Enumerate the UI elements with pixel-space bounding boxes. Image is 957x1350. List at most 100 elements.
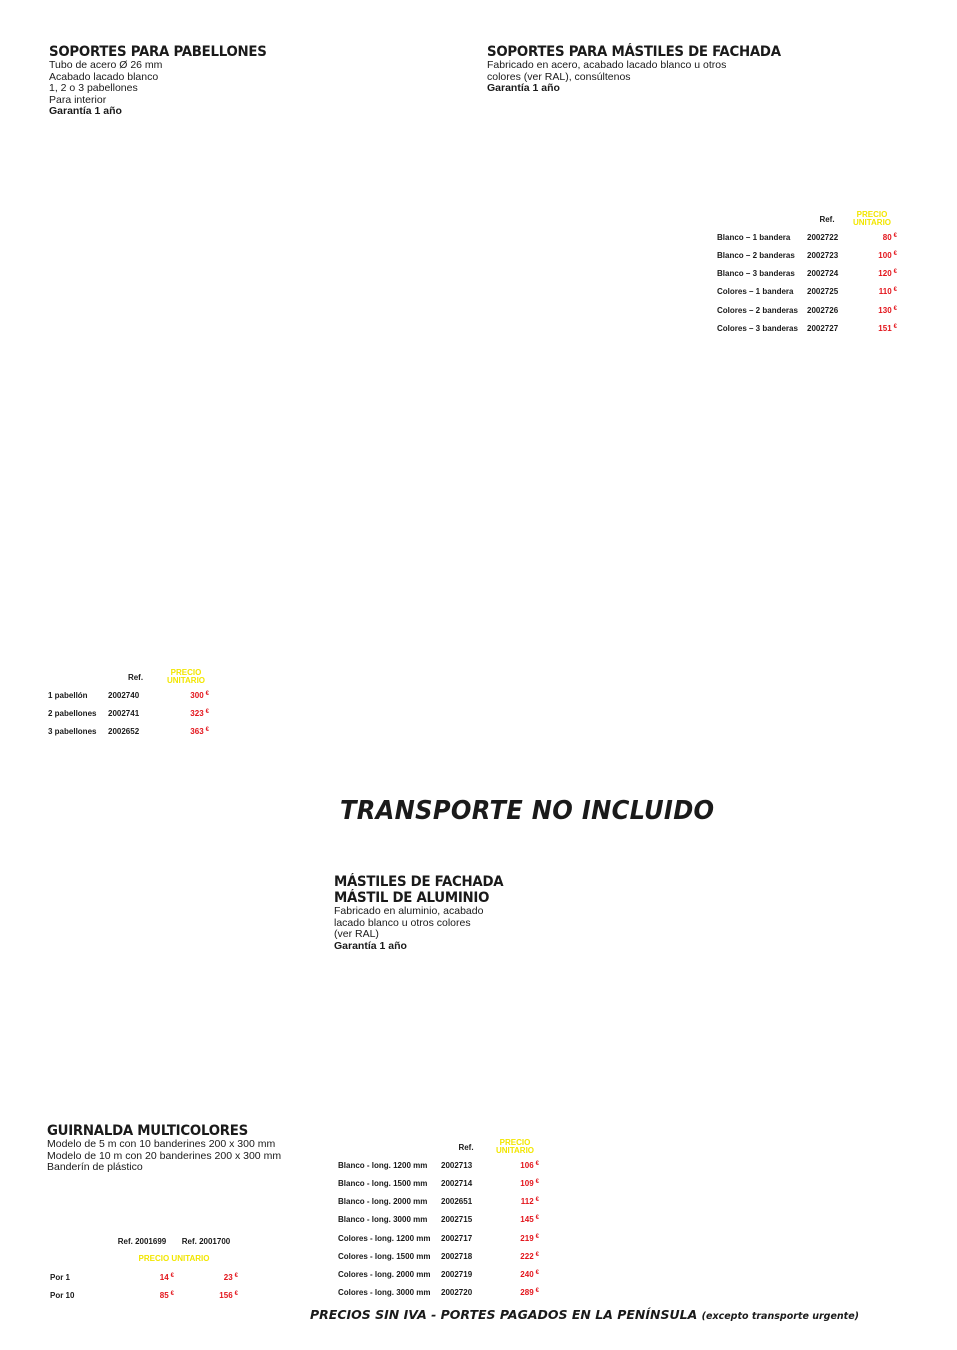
- row-price-2: 156 €: [219, 1291, 238, 1301]
- guirnalda-line: Modelo de 5 m con 10 banderines 200 x 30…: [47, 1138, 276, 1150]
- mastiles-soportes-title: SOPORTES PARA MÁSTILES DE FACHADA: [487, 44, 781, 60]
- row-label: Por 1: [50, 1272, 71, 1282]
- table-row: Blanco - long. 3000 mm 2002715 145 €: [338, 1211, 539, 1229]
- guirnalda-line: Modelo de 10 m con 20 banderines 200 x 3…: [47, 1149, 282, 1162]
- mastil-aluminio-description: Fabricado en aluminio, acabado lacado bl…: [334, 905, 518, 952]
- row-price: 363 €: [190, 727, 209, 737]
- row-ref: 2002720: [441, 1288, 473, 1298]
- mastiles-soportes-line: Fabricado en acero, acabado lacado blanc…: [487, 59, 727, 71]
- row-price: 110 €: [878, 287, 897, 297]
- mastil-aluminio-line: (ver RAL): [334, 928, 379, 940]
- row-price: 300 €: [190, 690, 209, 700]
- row-price: 109 €: [520, 1178, 539, 1188]
- pabellones-line: 1, 2 o 3 pabellones: [49, 82, 138, 94]
- table-row: Blanco – 1 bandera 2002722 80 €: [717, 228, 897, 246]
- row-label: Colores – 2 banderas: [717, 305, 798, 315]
- pabellones-section: SOPORTES PARA PABELLONES Tubo de acero Ø…: [49, 44, 286, 118]
- table-row: Colores - long. 2000 mm 2002719 240 €: [338, 1265, 539, 1283]
- table-header-row: Ref. PRECIO UNITARIO: [338, 1138, 539, 1156]
- row-label: Colores - long. 2000 mm: [338, 1269, 431, 1279]
- price-header: PRECIO UNITARIO: [166, 668, 206, 686]
- row-price: 106 €: [520, 1160, 539, 1170]
- guirnalda-description: Modelo de 5 m con 10 banderines 200 x 30…: [47, 1138, 282, 1174]
- mastil-aluminio-section: MÁSTILES DE FACHADA MÁSTIL DE ALUMINIO F…: [334, 874, 518, 952]
- mastiles-soportes-price-table: Ref. PRECIO UNITARIO Blanco – 1 bandera 2…: [717, 210, 897, 337]
- table-row: Por 10 85 € 156 €: [50, 1287, 238, 1305]
- mastil-aluminio-title-1: MÁSTILES DE FACHADA: [334, 874, 504, 890]
- row-price: 80 €: [882, 232, 897, 242]
- row-price-1: 14 €: [159, 1272, 174, 1282]
- pabellones-description: Tubo de acero Ø 26 mm Acabado lacado bla…: [49, 59, 286, 118]
- table-row: Colores – 2 banderas 2002726 130 €: [717, 301, 897, 319]
- row-price: 120 €: [878, 269, 897, 279]
- row-ref: 2002722: [807, 232, 839, 242]
- row-label: Colores – 1 bandera: [717, 287, 794, 297]
- row-price: 323 €: [190, 708, 209, 718]
- table-row: Por 1 14 € 23 €: [50, 1268, 238, 1286]
- table-row: Blanco - long. 2000 mm 2002651 112 €: [338, 1193, 539, 1211]
- row-label: 1 pabellón: [48, 690, 88, 700]
- row-ref: 2002713: [441, 1160, 473, 1170]
- row-price: 145 €: [520, 1215, 539, 1225]
- footer-main: PRECIOS SIN IVA - PORTES PAGADOS EN LA P…: [310, 1307, 698, 1322]
- table-row: Blanco - long. 1500 mm 2002714 109 €: [338, 1174, 539, 1192]
- table-row: Colores – 3 banderas 2002727 151 €: [717, 319, 897, 337]
- row-price: 240 €: [520, 1269, 539, 1279]
- row-ref: 2002724: [807, 269, 839, 279]
- row-ref: 2002727: [807, 323, 839, 333]
- row-price: 100 €: [878, 250, 897, 260]
- table-header-row: Ref. 2001699 Ref. 2001700: [50, 1232, 238, 1250]
- table-row: 3 pabellones 2002652 363 €: [48, 723, 209, 741]
- row-label: Colores – 3 banderas: [717, 323, 798, 333]
- mastil-aluminio-warranty: Garantía 1 año: [334, 939, 407, 952]
- row-price-2: 23 €: [223, 1272, 238, 1282]
- row-label: Blanco - long. 1500 mm: [338, 1178, 428, 1188]
- transporte-banner: TRANSPORTE NO INCLUIDO: [340, 796, 715, 826]
- row-ref: 2002714: [441, 1178, 473, 1188]
- row-price: 289 €: [520, 1288, 539, 1298]
- pabellones-line: Tubo de acero Ø 26 mm: [49, 59, 163, 71]
- row-price: 112 €: [520, 1197, 539, 1207]
- row-ref: 2002725: [807, 287, 839, 297]
- row-ref: 2002726: [807, 305, 839, 315]
- row-label: Blanco – 3 banderas: [717, 269, 795, 279]
- ref-header: Ref.: [458, 1142, 474, 1152]
- mastil-aluminio-line: lacado blanco u otros colores: [334, 916, 471, 929]
- row-label: Blanco - long. 2000 mm: [338, 1197, 428, 1207]
- ref-header-1: Ref. 2001699: [117, 1236, 167, 1246]
- ref-header-2: Ref. 2001700: [181, 1236, 231, 1246]
- row-label: Blanco - long. 1200 mm: [338, 1160, 428, 1170]
- footer-note: PRECIOS SIN IVA - PORTES PAGADOS EN LA P…: [310, 1307, 859, 1322]
- row-ref: 2002652: [108, 727, 140, 737]
- table-row: Blanco – 2 banderas 2002723 100 €: [717, 246, 897, 264]
- table-row: Colores - long. 1200 mm 2002717 219 €: [338, 1229, 539, 1247]
- row-price: 219 €: [520, 1233, 539, 1243]
- pabellones-warranty: Garantía 1 año: [49, 105, 122, 117]
- row-ref: 2002741: [108, 708, 140, 718]
- price-header: PRECIO UNITARIO: [852, 210, 892, 228]
- row-label: Colores - long. 3000 mm: [338, 1288, 431, 1298]
- row-ref: 2002717: [441, 1233, 473, 1243]
- mastil-aluminio-title-2: MÁSTIL DE ALUMINIO: [334, 890, 490, 906]
- row-label: Blanco – 1 bandera: [717, 232, 791, 242]
- pabellones-line: Acabado lacado blanco: [49, 70, 159, 83]
- guirnalda-title: GUIRNALDA MULTICOLORES: [47, 1123, 248, 1139]
- guirnalda-line: Banderín de plástico: [47, 1161, 143, 1173]
- pabellones-line: Para interior: [49, 93, 107, 106]
- mastiles-soportes-section: SOPORTES PARA MÁSTILES DE FACHADA Fabric…: [487, 44, 806, 95]
- pabellones-price-table: Ref. PRECIO UNITARIO 1 pabellón 2002740 3…: [48, 668, 209, 741]
- table-row: Colores – 1 bandera 2002725 110 €: [717, 283, 897, 301]
- row-ref: 2002718: [441, 1251, 473, 1261]
- guirnalda-section: GUIRNALDA MULTICOLORES Modelo de 5 m con…: [47, 1123, 281, 1174]
- guirnalda-price-table: Ref. 2001699 Ref. 2001700 PRECIO UNITARI…: [50, 1232, 238, 1305]
- row-price: 151 €: [878, 323, 897, 333]
- price-header: PRECIO UNITARIO: [138, 1254, 210, 1264]
- ref-header: Ref.: [127, 672, 144, 682]
- row-ref: 2002723: [807, 250, 839, 260]
- row-ref: 2002740: [108, 690, 140, 700]
- table-header-row: PRECIO UNITARIO: [50, 1250, 238, 1268]
- row-price: 130 €: [878, 305, 897, 315]
- pabellones-title: SOPORTES PARA PABELLONES: [49, 44, 267, 60]
- table-row: Colores - long. 1500 mm 2002718 222 €: [338, 1247, 539, 1265]
- mastiles-soportes-line: colores (ver RAL), consúltenos: [487, 70, 631, 83]
